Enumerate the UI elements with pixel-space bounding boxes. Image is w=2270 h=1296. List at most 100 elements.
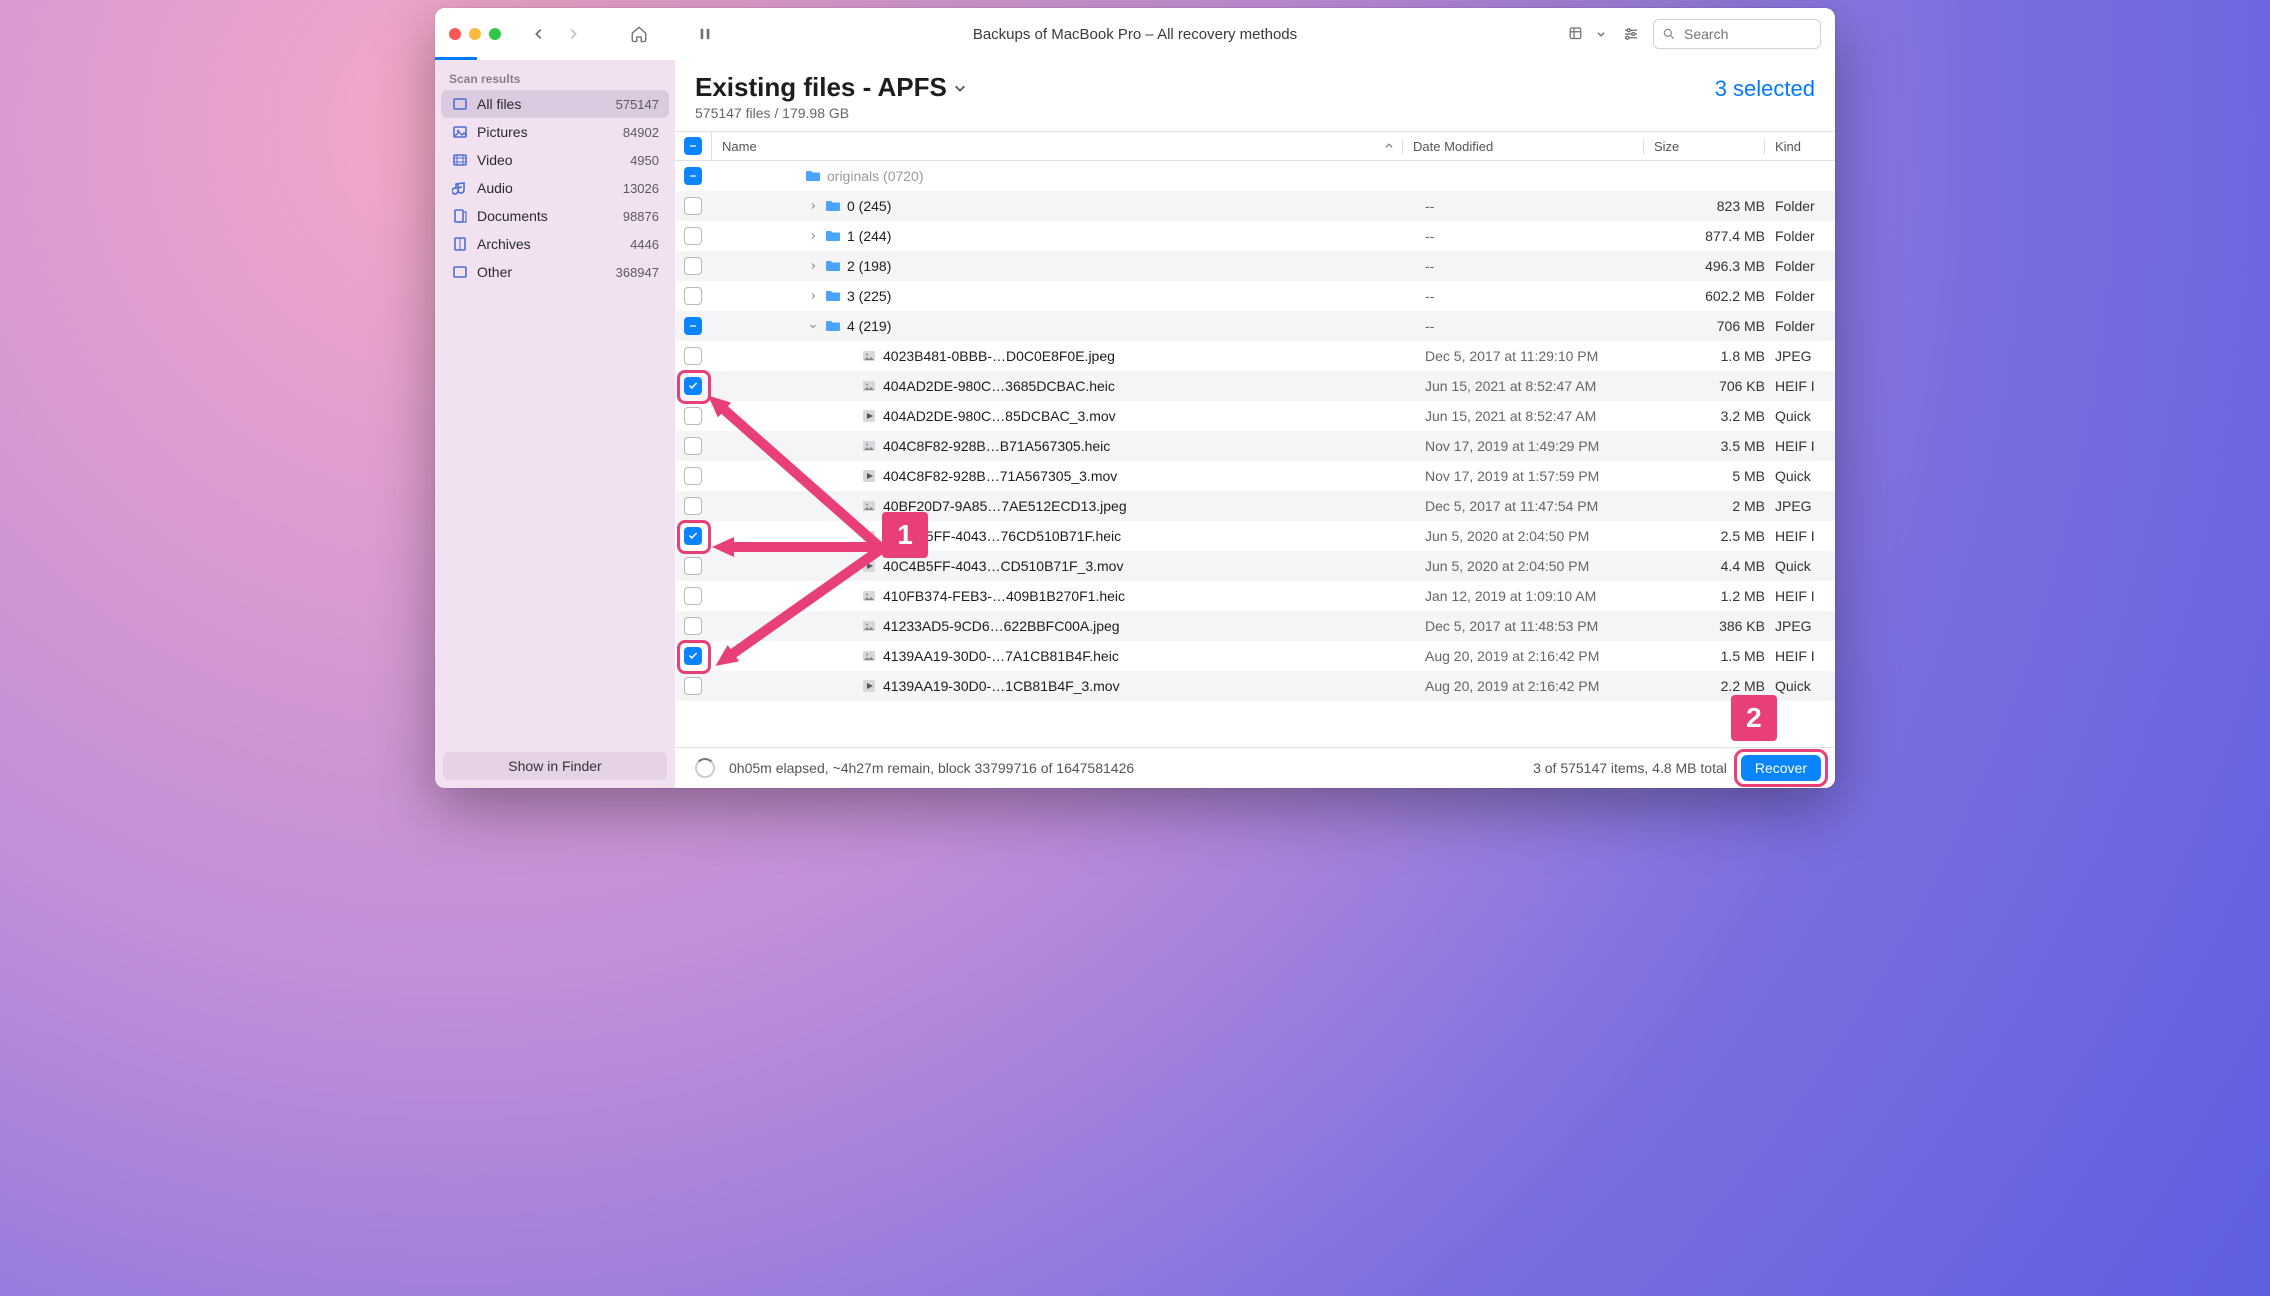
row-checkbox[interactable] [684,557,702,575]
table-row[interactable]: 4139AA19-30D0-…1CB81B4F_3.mov Aug 20, 20… [675,671,1835,701]
sidebar-item-video[interactable]: Video 4950 [441,146,669,174]
disclosure-right-icon[interactable] [807,232,819,240]
sidebar-item-other[interactable]: Other 368947 [441,258,669,286]
sidebar-item-pictures[interactable]: Pictures 84902 [441,118,669,146]
file-name: 404C8F82-928B…B71A567305.heic [883,438,1110,454]
file-size: 2.2 MB [1655,678,1775,694]
row-checkbox[interactable] [684,617,702,635]
table-row[interactable]: 404AD2DE-980C…85DCBAC_3.mov Jun 15, 2021… [675,401,1835,431]
disclosure-right-icon[interactable] [807,262,819,270]
file-kind: Folder [1775,258,1835,274]
row-checkbox[interactable] [684,347,702,365]
file-kind: Folder [1775,198,1835,214]
view-mode-button[interactable] [1563,20,1591,48]
header-size[interactable]: Size [1643,139,1764,154]
table-row[interactable]: 404C8F82-928B…B71A567305.heic Nov 17, 20… [675,431,1835,461]
forward-button[interactable] [559,20,587,48]
row-checkbox[interactable] [684,167,702,185]
table-row[interactable]: 404C8F82-928B…71A567305_3.mov Nov 17, 20… [675,461,1835,491]
file-date: Aug 20, 2019 at 2:16:42 PM [1425,678,1655,694]
header-date[interactable]: Date Modified [1402,139,1643,154]
table-row[interactable]: originals (0720) [675,161,1835,191]
maximize-window-button[interactable] [489,28,501,40]
home-button[interactable] [625,20,653,48]
table-row[interactable]: 0 (245) -- 823 MB Folder [675,191,1835,221]
row-checkbox[interactable] [684,377,702,395]
row-checkbox[interactable] [684,437,702,455]
table-row[interactable]: 40C4B5FF-4043…CD510B71F_3.mov Jun 5, 202… [675,551,1835,581]
file-date: -- [1425,198,1655,214]
file-size: 4.4 MB [1655,558,1775,574]
view-mode-chevron-icon[interactable] [1593,20,1609,48]
selection-count[interactable]: 3 selected [1715,76,1815,102]
file-size: 386 KB [1655,618,1775,634]
header-checkbox-cell[interactable] [675,132,712,160]
window-controls [449,28,501,40]
table-row[interactable]: 40C4B5FF-4043…76CD510B71F.heic Jun 5, 20… [675,521,1835,551]
table-row[interactable]: 4139AA19-30D0-…7A1CB81B4F.heic Aug 20, 2… [675,641,1835,671]
file-type-icon [861,408,877,424]
minimize-window-button[interactable] [469,28,481,40]
table-row[interactable]: 4 (219) -- 706 MB Folder [675,311,1835,341]
row-checkbox[interactable] [684,467,702,485]
main-title[interactable]: Existing files - APFS [695,72,967,103]
show-in-finder-button[interactable]: Show in Finder [443,752,667,780]
search-input[interactable] [1682,25,1786,43]
file-kind: Quick [1775,408,1835,424]
table-row[interactable]: 410FB374-FEB3-…409B1B270F1.heic Jan 12, … [675,581,1835,611]
table-row[interactable]: 3 (225) -- 602.2 MB Folder [675,281,1835,311]
recover-button[interactable]: Recover [1741,755,1821,781]
sidebar-item-label: Pictures [477,124,528,140]
disclosure-right-icon[interactable] [807,202,819,210]
search-icon [1662,27,1676,41]
row-checkbox[interactable] [684,197,702,215]
file-rows[interactable]: originals (0720) 0 (245) -- 823 MB Folde… [675,161,1835,747]
sidebar-item-archives[interactable]: Archives 4446 [441,230,669,258]
pause-button[interactable] [691,20,719,48]
sidebar-item-count: 368947 [616,265,659,280]
table-row[interactable]: 40BF20D7-9A85…7AE512ECD13.jpeg Dec 5, 20… [675,491,1835,521]
row-checkbox[interactable] [684,527,702,545]
chevron-down-icon [953,81,967,95]
header-kind[interactable]: Kind [1764,139,1835,154]
table-row[interactable]: 1 (244) -- 877.4 MB Folder [675,221,1835,251]
sidebar-section-label: Scan results [435,60,675,90]
header-name[interactable]: Name [712,139,1402,154]
audio-icon [451,179,469,197]
filter-settings-button[interactable] [1617,20,1645,48]
search-field[interactable] [1653,19,1821,49]
row-checkbox[interactable] [684,227,702,245]
file-kind: Quick [1775,468,1835,484]
file-size: 602.2 MB [1655,288,1775,304]
row-checkbox[interactable] [684,497,702,515]
file-kind: Folder [1775,318,1835,334]
row-checkbox[interactable] [684,257,702,275]
file-size: 1.5 MB [1655,648,1775,664]
header-checkbox[interactable] [684,137,702,155]
file-kind: JPEG [1775,618,1835,634]
back-button[interactable] [525,20,553,48]
sidebar-item-documents[interactable]: Documents 98876 [441,202,669,230]
row-checkbox[interactable] [684,287,702,305]
disclosure-right-icon[interactable] [807,292,819,300]
table-row[interactable]: 2 (198) -- 496.3 MB Folder [675,251,1835,281]
table-row[interactable]: 404AD2DE-980C…3685DCBAC.heic Jun 15, 202… [675,371,1835,401]
table-row[interactable]: 41233AD5-9CD6…622BBFC00A.jpeg Dec 5, 201… [675,611,1835,641]
file-date: Jun 15, 2021 at 8:52:47 AM [1425,378,1655,394]
app-window: Backups of MacBook Pro – All recovery me… [435,8,1835,788]
sidebar-item-count: 98876 [623,209,659,224]
video-icon [451,151,469,169]
disclosure-down-icon[interactable] [807,322,819,330]
close-window-button[interactable] [449,28,461,40]
row-checkbox[interactable] [684,647,702,665]
row-checkbox[interactable] [684,407,702,425]
row-checkbox[interactable] [684,317,702,335]
file-date: -- [1425,288,1655,304]
file-size: 496.3 MB [1655,258,1775,274]
table-row[interactable]: 4023B481-0BBB-…D0C0E8F0E.jpeg Dec 5, 201… [675,341,1835,371]
row-checkbox[interactable] [684,587,702,605]
row-checkbox[interactable] [684,677,702,695]
sidebar-item-all-files[interactable]: All files 575147 [441,90,669,118]
file-name: 404C8F82-928B…71A567305_3.mov [883,468,1117,484]
sidebar-item-audio[interactable]: Audio 13026 [441,174,669,202]
